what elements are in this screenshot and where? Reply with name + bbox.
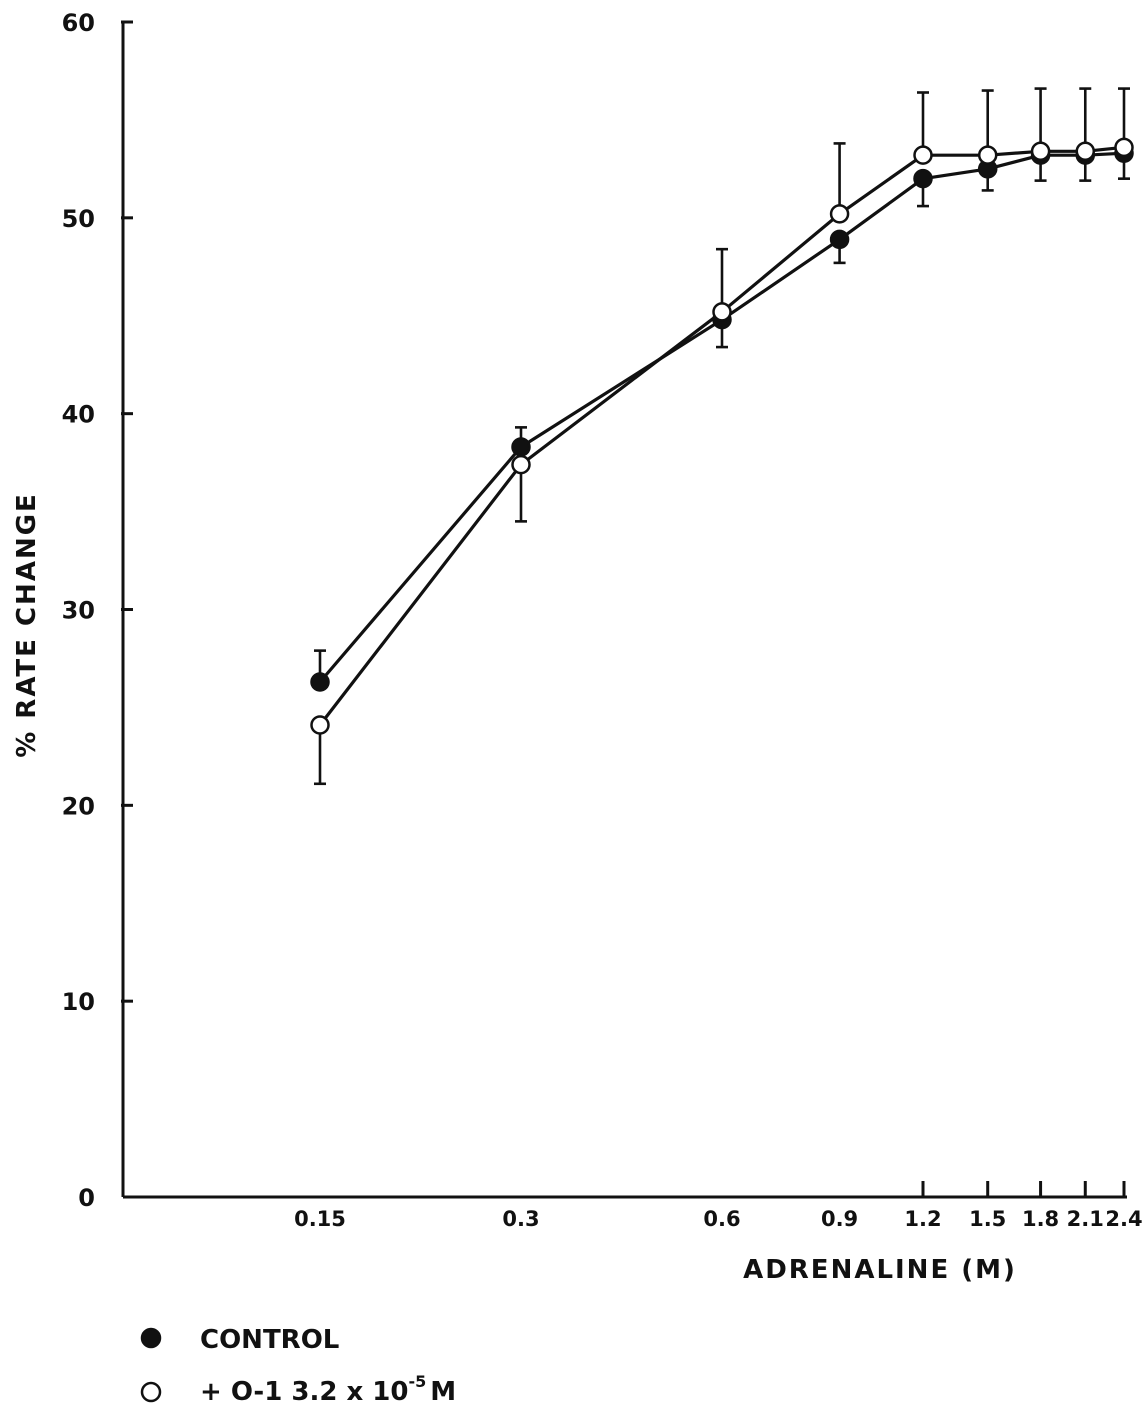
data-point-control-4 xyxy=(913,168,933,189)
y-axis-title: % RATE CHANGE xyxy=(12,492,42,758)
y-tick-label-50: 50 xyxy=(62,205,95,233)
data-point-control-1 xyxy=(511,437,531,457)
x-tick-label-0.15: 0.15 xyxy=(294,1207,346,1231)
data-point-control-3 xyxy=(829,229,850,250)
y-axis-ticks: 0 10 20 30 40 50 60 xyxy=(62,9,133,1212)
x-tick-label-0.9: 0.9 xyxy=(821,1207,858,1231)
data-point-treatment-4 xyxy=(913,145,933,165)
x-axis-title: ADRENALINE (M) xyxy=(743,1255,1017,1285)
series-line-1 xyxy=(318,145,1125,726)
legend: CONTROL + O-1 3.2 x 10-5 M xyxy=(140,1325,456,1407)
legend-marker-treatment xyxy=(140,1381,162,1403)
data-point-treatment-2 xyxy=(712,302,732,322)
x-axis-ticks: 0.15 0.3 0.6 0.9 1.2 1.5 1.8 2.1 2.4 xyxy=(294,1181,1143,1231)
legend-label-treatment: + O-1 3.2 x 10-5 M xyxy=(200,1372,456,1407)
series-treatment xyxy=(310,87,1134,786)
y-tick-label-20: 20 xyxy=(62,792,95,820)
data-point-treatment-5 xyxy=(977,145,998,165)
data-point-treatment-7 xyxy=(1075,141,1096,161)
data-point-treatment-1 xyxy=(511,454,531,475)
legend-label-treatment-main: + O-1 3.2 x 10 xyxy=(200,1377,408,1407)
y-tick-label-60: 60 xyxy=(62,9,95,37)
legend-label-control: CONTROL xyxy=(200,1325,339,1355)
series-layer xyxy=(310,87,1134,786)
series-control xyxy=(310,143,1134,692)
data-point-treatment-6 xyxy=(1030,141,1051,161)
x-tick-label-2.4: 2.4 xyxy=(1105,1207,1142,1231)
x-tick-label-0.3: 0.3 xyxy=(502,1207,539,1231)
y-tick-label-0: 0 xyxy=(78,1184,95,1212)
data-point-treatment-8 xyxy=(1114,137,1134,158)
series-line-0 xyxy=(318,151,1125,684)
x-tick-label-1.5: 1.5 xyxy=(969,1207,1006,1231)
y-tick-label-40: 40 xyxy=(62,401,95,429)
x-tick-label-1.2: 1.2 xyxy=(904,1207,941,1231)
data-point-treatment-0 xyxy=(310,715,330,735)
x-tick-label-0.6: 0.6 xyxy=(703,1207,740,1231)
y-tick-label-30: 30 xyxy=(62,597,95,625)
data-point-control-0 xyxy=(310,672,330,692)
x-tick-label-1.8: 1.8 xyxy=(1022,1207,1059,1231)
legend-label-treatment-exponent: -5 xyxy=(408,1372,426,1391)
x-tick-label-2.1: 2.1 xyxy=(1067,1207,1104,1231)
legend-label-treatment-unit: M xyxy=(430,1377,456,1407)
y-tick-label-10: 10 xyxy=(62,988,95,1016)
data-point-treatment-3 xyxy=(829,204,850,224)
axes xyxy=(121,22,1127,1199)
legend-marker-control xyxy=(140,1327,162,1349)
